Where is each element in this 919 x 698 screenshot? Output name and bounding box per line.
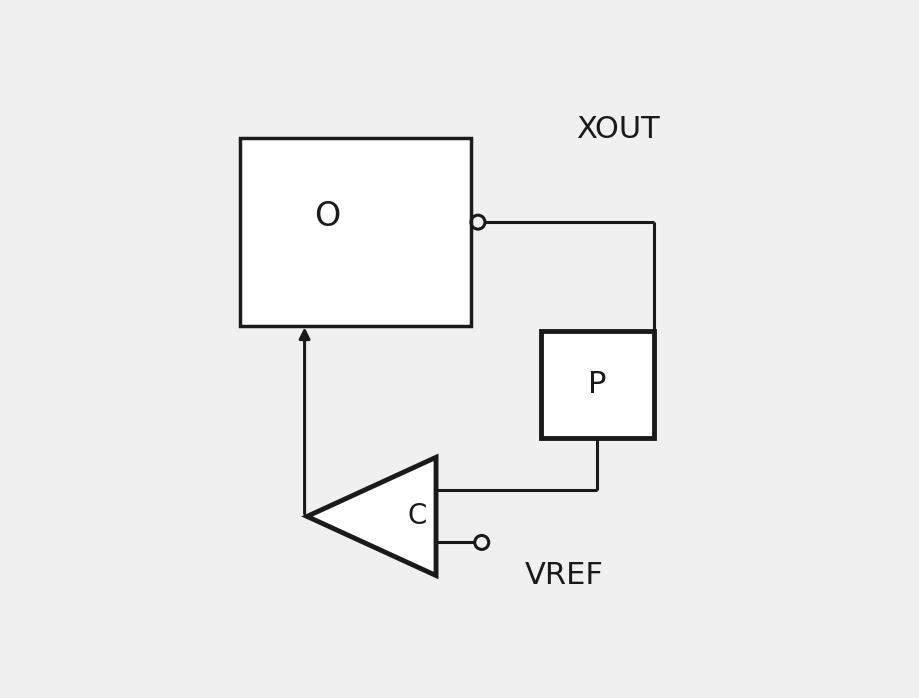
Bar: [240, 138, 471, 325]
Text: XOUT: XOUT: [576, 115, 660, 144]
Bar: [541, 331, 653, 438]
Text: C: C: [407, 503, 427, 530]
Text: VREF: VREF: [525, 561, 604, 590]
Text: P: P: [588, 370, 607, 399]
Polygon shape: [307, 457, 436, 576]
Text: O: O: [314, 200, 341, 233]
